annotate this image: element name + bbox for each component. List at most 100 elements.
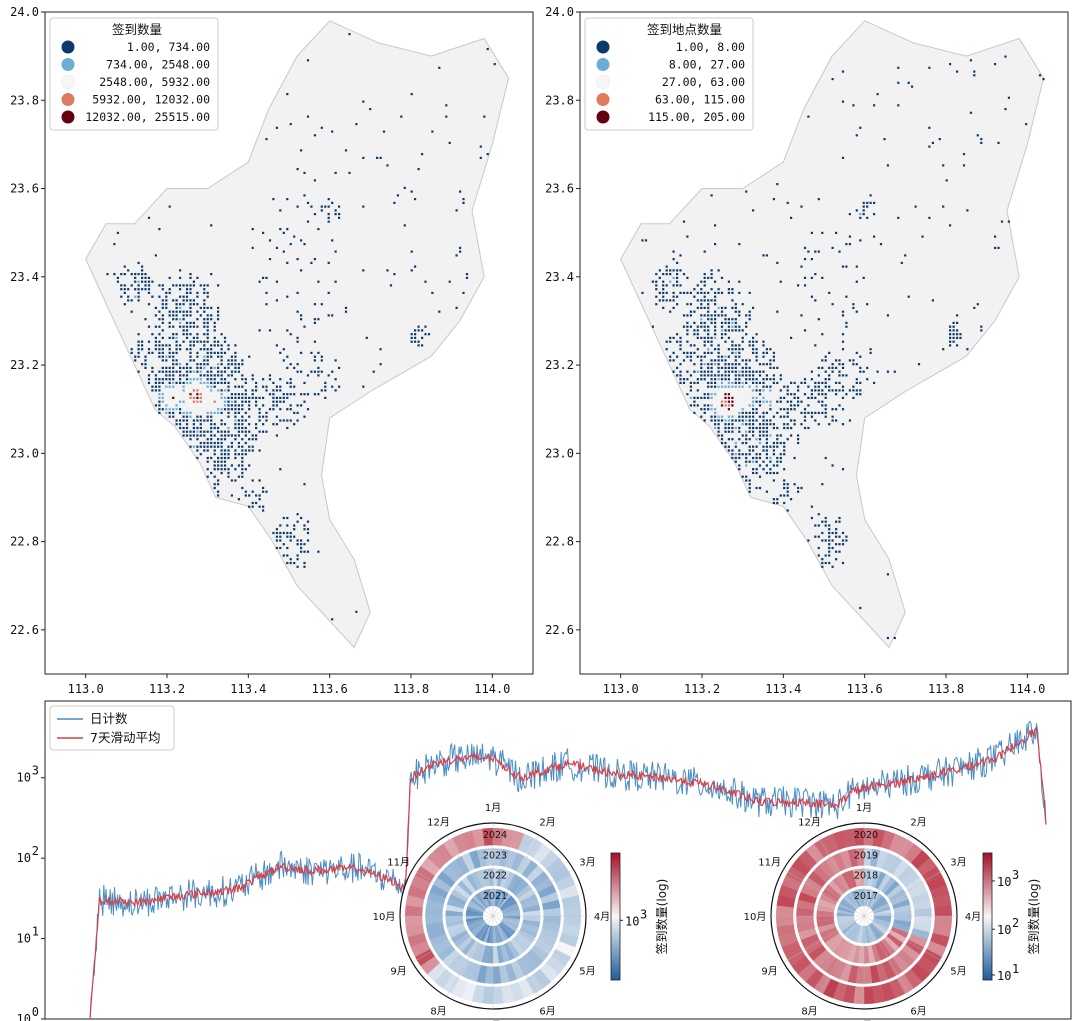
map-cell xyxy=(172,385,175,388)
map-cell xyxy=(154,381,157,384)
map-cell xyxy=(203,441,206,445)
map-cell xyxy=(213,423,216,426)
map-cell xyxy=(289,419,292,422)
polar-cell xyxy=(502,906,520,914)
map-cell xyxy=(185,374,189,377)
map-cell xyxy=(179,288,182,291)
map-cell xyxy=(790,498,793,501)
polar-cell xyxy=(870,922,885,937)
y-tick-label: 22.6 xyxy=(545,623,574,637)
map-cell xyxy=(275,546,278,550)
map-cell xyxy=(814,524,817,527)
map-cell xyxy=(752,374,755,377)
polar-cell xyxy=(521,953,538,972)
map-cell xyxy=(203,393,206,396)
map-cell xyxy=(213,408,216,411)
polar-cell xyxy=(425,907,443,916)
map-cell xyxy=(196,419,199,422)
map-cell xyxy=(824,554,827,557)
map-cell xyxy=(175,299,178,302)
map-cell xyxy=(327,216,330,219)
map-cell xyxy=(165,396,168,399)
map-cell xyxy=(724,359,727,362)
polar-cell xyxy=(521,923,540,933)
map-cell xyxy=(710,351,713,354)
map-cell xyxy=(769,468,772,471)
map-cell xyxy=(949,340,952,343)
map-cell xyxy=(123,273,126,276)
map-cell xyxy=(873,235,876,238)
map-cell xyxy=(203,419,206,422)
map-cell xyxy=(752,419,755,422)
polar-cell xyxy=(502,916,521,920)
map-cell xyxy=(199,366,202,369)
map-cell xyxy=(734,378,737,381)
map-cell xyxy=(210,344,213,347)
map-cell xyxy=(720,404,724,407)
map-cell xyxy=(952,336,955,339)
map-cell xyxy=(835,389,838,392)
map-cell xyxy=(241,400,244,403)
map-cell xyxy=(206,381,209,384)
map-cell xyxy=(786,483,789,486)
colorbar-tick-label: 10 xyxy=(625,914,639,928)
map-cell xyxy=(745,359,748,362)
map-cell xyxy=(724,366,727,369)
polar-cell xyxy=(796,907,814,916)
map-cell xyxy=(786,411,789,414)
map-cell xyxy=(175,359,178,362)
map-cell xyxy=(755,419,758,422)
polar-cell xyxy=(474,923,488,939)
map-cell xyxy=(182,299,185,302)
map-cell xyxy=(814,396,817,399)
map-cell xyxy=(821,231,824,234)
year-label: 2021 xyxy=(483,891,507,902)
map-cell xyxy=(324,396,327,399)
map-cell xyxy=(838,374,841,377)
map-cell xyxy=(213,344,216,347)
map-cell xyxy=(248,400,251,403)
map-cell xyxy=(828,423,831,426)
polar-cell xyxy=(486,925,492,944)
month-label: 4月 xyxy=(594,911,610,923)
map-cell xyxy=(686,303,689,306)
map-cell xyxy=(710,419,713,422)
map-cell xyxy=(817,366,820,369)
map-cell xyxy=(262,490,265,493)
map-cell xyxy=(262,486,265,490)
map-cell xyxy=(141,269,144,272)
map-cell xyxy=(748,430,751,433)
map-cell xyxy=(196,340,199,343)
map-cell xyxy=(147,288,151,291)
map-cell xyxy=(165,385,168,388)
map-cell xyxy=(234,355,237,358)
map-cell xyxy=(410,333,413,336)
map-cell xyxy=(334,209,337,212)
map-cell xyxy=(845,295,848,298)
polar-cell xyxy=(415,865,435,884)
map-cell xyxy=(855,134,858,137)
map-cell xyxy=(714,243,717,246)
map-cell xyxy=(994,246,997,249)
map-cell xyxy=(192,284,195,287)
map-cell xyxy=(262,423,265,426)
polar-cell xyxy=(495,889,503,907)
map-cell xyxy=(669,355,672,358)
map-cell xyxy=(196,396,199,399)
polar-cell xyxy=(499,848,510,867)
map-cell xyxy=(172,374,175,377)
polar-cell xyxy=(926,875,947,892)
map-cell xyxy=(734,460,737,463)
map-cell xyxy=(741,453,744,456)
map-cell xyxy=(762,344,765,347)
map-cell xyxy=(803,415,807,418)
map-cell xyxy=(147,374,151,377)
map-cell xyxy=(206,321,209,324)
polar-cell xyxy=(934,916,952,927)
map-cell xyxy=(185,325,189,328)
map-cell xyxy=(786,201,789,204)
map-cell xyxy=(682,325,686,328)
polar-cell xyxy=(498,893,512,909)
map-cell xyxy=(141,276,144,279)
map-cell xyxy=(189,393,192,396)
